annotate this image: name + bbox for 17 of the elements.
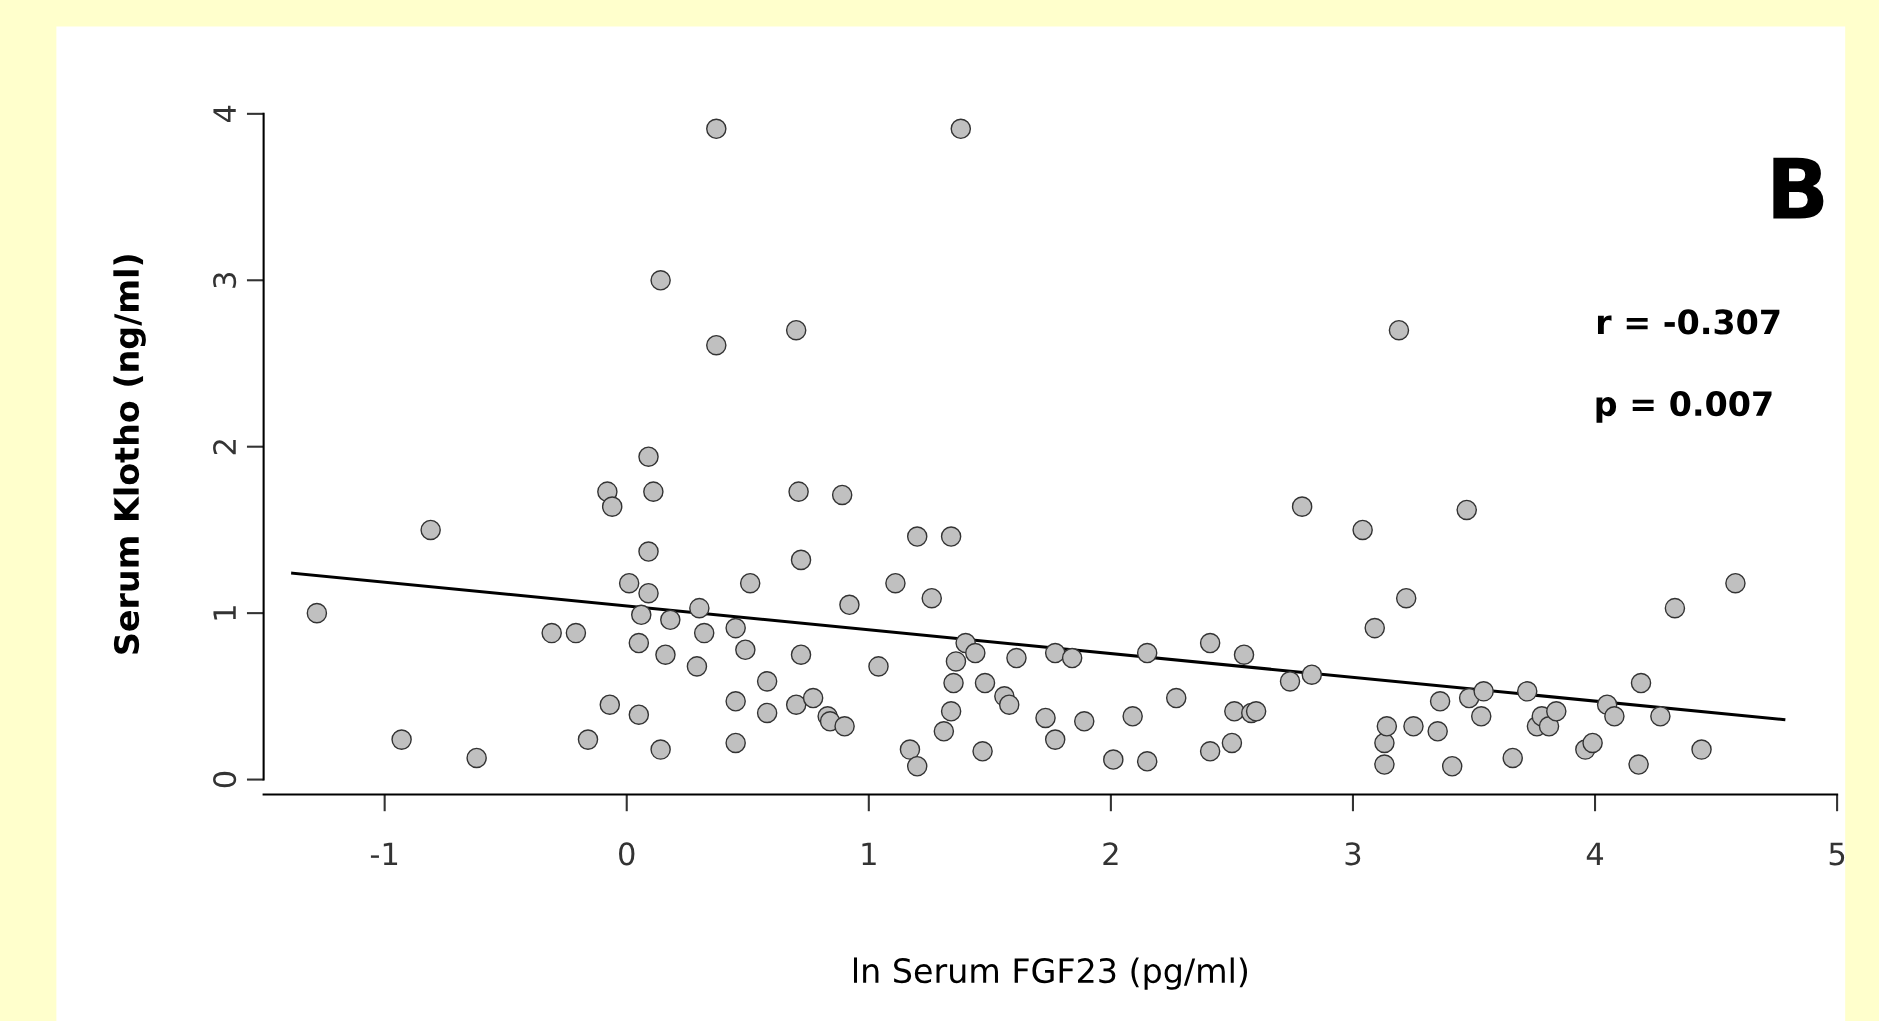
annotation: r = -0.307 <box>1597 309 1780 335</box>
x-axis-title: ln Serum FGF23 (pg/ml) <box>853 957 1248 990</box>
x-tick-label: 3 <box>1345 842 1361 866</box>
y-axis-title: Serum Klotho (ng/ml) <box>113 255 146 654</box>
y-tick-label: 0 <box>213 771 237 788</box>
x-tick-label: 5 <box>1829 842 1845 866</box>
x-tick-label: -1 <box>370 842 398 865</box>
x-tick-label: 2 <box>1103 842 1118 865</box>
x-tick-label: 0 <box>619 842 635 866</box>
y-tick-label: 3 <box>213 273 237 288</box>
annotation: p = 0.007 <box>1596 391 1772 423</box>
x-tick-label: 1 <box>862 842 876 865</box>
annotation: B <box>1773 157 1824 219</box>
y-tick-label: 4 <box>213 105 236 123</box>
x-tick-label: 4 <box>1586 842 1604 865</box>
y-tick-label: 2 <box>213 440 236 455</box>
y-tick-label: 1 <box>213 606 236 620</box>
